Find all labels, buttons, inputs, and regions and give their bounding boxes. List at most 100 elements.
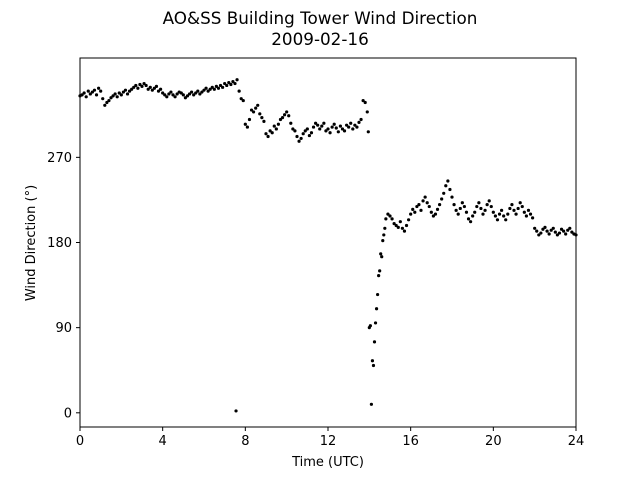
data-point: [113, 92, 117, 96]
data-point: [216, 86, 221, 90]
data-point: [526, 208, 531, 212]
data-point: [208, 87, 212, 91]
data-point: [351, 127, 355, 131]
data-point: [423, 195, 427, 199]
data-point: [311, 125, 316, 129]
data-point: [223, 81, 227, 86]
x-axis-label: Time (UTC): [291, 455, 364, 470]
data-point: [163, 93, 167, 97]
data-point: [190, 90, 194, 94]
data-point: [442, 191, 446, 195]
data-point: [185, 94, 190, 98]
data-point: [239, 97, 243, 101]
data-point: [535, 229, 539, 233]
data-point: [564, 232, 568, 236]
data-point: [508, 206, 512, 211]
data-point: [460, 201, 464, 205]
data-point: [411, 207, 415, 211]
data-point: [111, 94, 115, 98]
data-point: [289, 121, 293, 125]
data-point: [303, 129, 307, 133]
chart-subtitle: 2009-02-16: [271, 29, 369, 49]
data-point: [415, 204, 419, 209]
data-point: [221, 85, 225, 89]
data-point: [198, 92, 202, 96]
data-point: [500, 208, 504, 212]
data-point: [140, 84, 144, 88]
data-point: [549, 228, 553, 232]
x-tick-label: 16: [402, 434, 419, 449]
data-point: [431, 214, 435, 218]
data-point: [533, 226, 537, 230]
data-point: [338, 124, 342, 128]
data-point: [278, 117, 283, 122]
data-point: [161, 91, 165, 95]
data-point: [514, 212, 518, 216]
data-point: [342, 129, 347, 133]
data-point: [336, 130, 340, 134]
data-point: [485, 203, 489, 207]
data-point: [264, 132, 268, 136]
chart-title: AO&SS Building Tower Wind Direction: [163, 8, 478, 28]
data-point: [380, 255, 384, 259]
data-point: [146, 87, 150, 91]
data-point: [183, 96, 187, 100]
data-point: [481, 212, 485, 216]
data-point: [520, 204, 524, 209]
data-point: [454, 208, 458, 212]
data-point: [487, 199, 491, 203]
data-point: [297, 139, 301, 143]
data-point: [557, 231, 562, 235]
data-point: [407, 218, 411, 222]
data-point: [241, 98, 245, 103]
data-point: [123, 88, 128, 92]
data-point: [417, 203, 421, 207]
data-point: [245, 125, 249, 129]
data-point: [531, 216, 535, 220]
data-point: [270, 131, 274, 135]
data-point: [413, 210, 417, 214]
data-point: [225, 83, 229, 88]
data-point: [475, 204, 479, 209]
data-point: [473, 210, 477, 214]
plot-frame: [79, 57, 577, 428]
data-point: [516, 206, 520, 211]
data-point: [227, 81, 231, 85]
data-point: [134, 83, 138, 88]
data-point: [136, 86, 140, 90]
data-point: [159, 87, 163, 91]
data-point: [376, 292, 380, 297]
data-point: [365, 110, 369, 114]
data-point: [167, 92, 171, 96]
data-point: [450, 195, 454, 199]
data-point: [377, 274, 381, 278]
data-point: [204, 86, 208, 90]
data-point: [218, 83, 223, 88]
data-point: [425, 201, 429, 205]
data-point: [299, 136, 303, 141]
data-point: [547, 232, 551, 236]
data-point: [471, 214, 475, 218]
data-point: [130, 87, 134, 91]
data-point: [148, 85, 152, 89]
data-point: [400, 226, 404, 230]
data-point: [92, 88, 97, 92]
data-point: [371, 363, 376, 368]
data-point: [266, 134, 270, 139]
data-point: [477, 201, 481, 205]
data-point: [249, 108, 254, 112]
data-point: [483, 208, 487, 212]
data-point: [332, 122, 336, 126]
data-point: [388, 214, 392, 218]
data-point: [353, 123, 357, 127]
data-point: [94, 93, 99, 97]
data-point: [307, 133, 311, 138]
data-point: [272, 124, 276, 128]
data-point: [97, 86, 101, 90]
data-point: [404, 223, 409, 228]
data-point: [493, 214, 497, 218]
data-point: [369, 402, 373, 406]
data-point: [233, 81, 237, 86]
data-point: [402, 229, 407, 233]
